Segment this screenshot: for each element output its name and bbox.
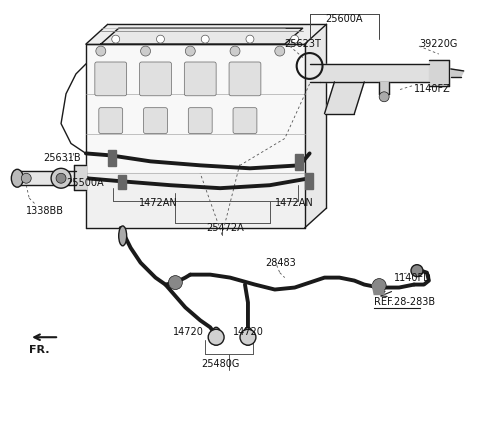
Text: 25500A: 25500A [66,178,104,188]
Text: 1472AN: 1472AN [139,198,178,208]
Circle shape [168,276,182,290]
Circle shape [372,278,386,293]
Ellipse shape [243,327,253,345]
Ellipse shape [12,169,23,187]
Circle shape [141,46,151,56]
Polygon shape [429,60,449,86]
Polygon shape [295,155,302,170]
Polygon shape [324,82,364,114]
Polygon shape [451,69,464,77]
Ellipse shape [211,327,221,345]
Polygon shape [16,171,76,185]
Circle shape [240,329,256,345]
Text: 14720: 14720 [232,327,264,337]
FancyBboxPatch shape [144,108,168,133]
Text: 25472A: 25472A [206,223,244,233]
Circle shape [96,46,106,56]
Circle shape [112,35,120,43]
Text: 25480G: 25480G [201,359,240,369]
FancyBboxPatch shape [233,108,257,133]
Ellipse shape [119,226,127,246]
Text: 1140FZ: 1140FZ [414,84,451,94]
Circle shape [275,46,285,56]
Circle shape [379,92,389,102]
Circle shape [185,46,195,56]
Text: 14720: 14720 [173,327,204,337]
Text: 25623T: 25623T [285,39,322,49]
Polygon shape [86,173,305,228]
Circle shape [411,265,423,277]
Polygon shape [86,24,326,44]
Polygon shape [101,28,302,44]
FancyBboxPatch shape [140,62,171,96]
Circle shape [201,35,209,43]
Polygon shape [118,175,126,189]
Polygon shape [379,82,389,94]
Circle shape [56,173,66,183]
FancyBboxPatch shape [188,108,212,133]
Circle shape [51,168,71,188]
Text: 39220G: 39220G [419,39,457,49]
Circle shape [208,329,224,345]
FancyBboxPatch shape [229,62,261,96]
Polygon shape [372,284,384,294]
Polygon shape [305,24,326,228]
FancyBboxPatch shape [99,108,123,133]
Circle shape [246,35,254,43]
Circle shape [291,35,299,43]
Polygon shape [74,165,86,190]
Circle shape [230,46,240,56]
Text: 1140FD: 1140FD [394,273,432,283]
Text: REF.28-283B: REF.28-283B [374,297,435,307]
Text: 1472AN: 1472AN [276,198,314,208]
Circle shape [21,173,31,183]
FancyBboxPatch shape [95,62,127,96]
Text: 1338BB: 1338BB [26,206,64,216]
Circle shape [156,35,165,43]
Polygon shape [108,150,116,166]
FancyBboxPatch shape [184,62,216,96]
Text: 28483: 28483 [265,258,296,268]
Polygon shape [305,173,312,189]
Text: 25600A: 25600A [325,14,363,24]
Text: 25631B: 25631B [43,153,81,163]
Text: FR.: FR. [29,345,50,355]
Polygon shape [320,64,429,82]
Polygon shape [86,44,305,228]
